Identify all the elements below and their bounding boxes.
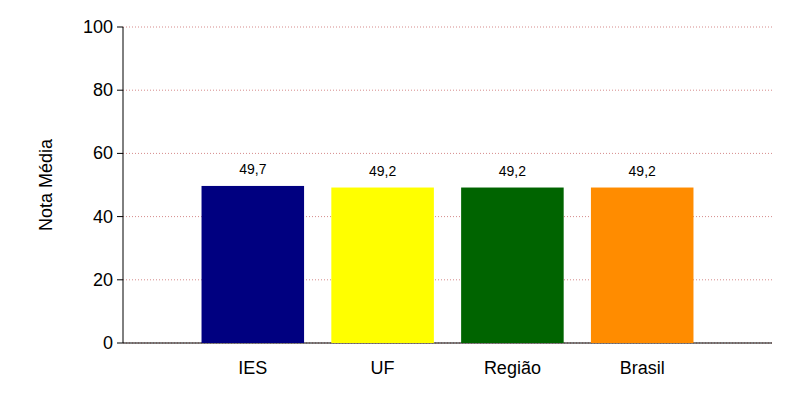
y-axis-label: Nota Média bbox=[36, 138, 56, 231]
y-tick-label: 40 bbox=[93, 207, 113, 227]
bar bbox=[331, 188, 434, 343]
y-tick bbox=[117, 216, 123, 217]
y-tick bbox=[117, 153, 123, 154]
y-tick-label: 60 bbox=[93, 143, 113, 163]
chart-svg: 0 20 40 60 80 100 Nota Média 49,7 IES 49,2 UF 49,2 R… bbox=[0, 0, 800, 400]
y-tick-label: 20 bbox=[93, 270, 113, 290]
x-tick-label: Brasil bbox=[620, 358, 665, 378]
y-tick bbox=[117, 343, 123, 344]
grid-line bbox=[123, 90, 772, 91]
bars bbox=[202, 186, 694, 343]
data-label: 49,2 bbox=[629, 163, 656, 179]
y-axis bbox=[123, 27, 124, 343]
bar bbox=[591, 188, 694, 343]
y-tick-label: 100 bbox=[83, 17, 113, 37]
y-tick bbox=[117, 27, 123, 28]
data-label: 49,7 bbox=[239, 161, 266, 177]
y-tick-label: 80 bbox=[93, 80, 113, 100]
x-tick-label: UF bbox=[371, 358, 395, 378]
data-label: 49,2 bbox=[499, 163, 526, 179]
y-tick bbox=[117, 279, 123, 280]
chart-container: 0 20 40 60 80 100 Nota Média 49,7 IES 49,2 UF 49,2 R… bbox=[0, 0, 800, 400]
x-tick-label: Região bbox=[484, 358, 541, 378]
x-tick-label: IES bbox=[238, 358, 267, 378]
y-tick-label: 0 bbox=[103, 333, 113, 353]
grid-line bbox=[123, 27, 772, 28]
bar bbox=[461, 188, 564, 343]
bar bbox=[202, 186, 305, 343]
data-label: 49,2 bbox=[369, 163, 396, 179]
y-tick bbox=[117, 90, 123, 91]
grid-line bbox=[123, 153, 772, 154]
